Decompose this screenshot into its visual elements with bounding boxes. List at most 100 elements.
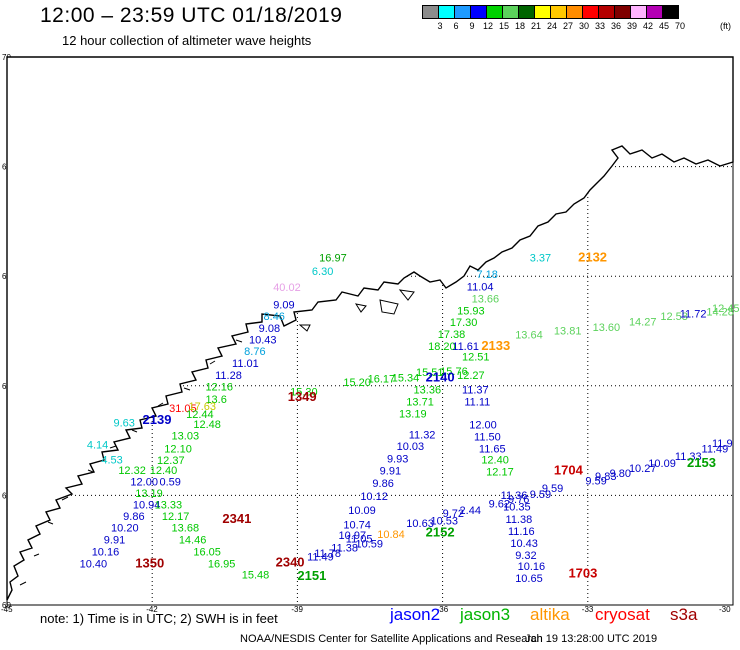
wave-height-value: 7.18 xyxy=(476,269,497,281)
wave-height-value: 11.65 xyxy=(479,444,506,456)
wave-height-value: 12.37 xyxy=(157,455,185,467)
orbit-number-label: 2139 xyxy=(143,412,172,427)
legend-labels: (ft) 3 6 9 12 15 18 21 24 27 30 33 36 39 42 45 70 xyxy=(422,19,740,33)
legend-label: 33 xyxy=(594,21,606,31)
wave-height-value: 4.14 xyxy=(87,439,108,451)
legend-label: 3 xyxy=(437,21,443,31)
wave-height-value: 10.09 xyxy=(348,505,376,517)
satellite-name-cryosat: cryosat xyxy=(595,605,650,624)
wave-height-value: 8.46 xyxy=(264,311,285,323)
wave-height-value: 18.20 xyxy=(428,341,456,353)
wave-height-value: 13.68 xyxy=(172,523,200,535)
legend-swatch xyxy=(422,5,439,19)
orbit-number-label: 1349 xyxy=(288,389,317,404)
legend-label: 36 xyxy=(610,21,622,31)
legend-unit: (ft) xyxy=(720,21,731,31)
wave-height-value: 11.36 xyxy=(501,490,528,502)
wave-height-value: 9.93 xyxy=(387,454,408,466)
wave-height-value: 13.71 xyxy=(406,397,434,409)
wave-height-value: 10.59 xyxy=(355,538,383,550)
satellite-name-s3a: s3a xyxy=(670,605,698,624)
wave-height-value: 2.44 xyxy=(460,505,481,517)
wave-height-value: 15.34 xyxy=(392,372,420,384)
wave-height-value: 9.32 xyxy=(515,550,536,562)
legend-label: 6 xyxy=(453,21,459,31)
satellite-name-jason3: jason3 xyxy=(460,605,511,624)
orbit-number-label: 2153 xyxy=(687,455,716,470)
legend-swatch xyxy=(598,5,615,19)
wave-height-value: 11.38 xyxy=(506,514,533,526)
wave-height-value: 9.59 xyxy=(542,483,563,495)
wave-height-value: 9.86 xyxy=(372,478,393,490)
wave-height-value: 11.72 xyxy=(680,308,707,320)
greenland-coastline xyxy=(6,56,734,601)
wave-height-value: 9.86 xyxy=(123,511,144,523)
wave-height-value: 12.45 xyxy=(712,303,740,315)
wave-height-value: 12.00 xyxy=(130,477,158,489)
wave-height-value: 12.16 xyxy=(205,382,233,394)
legend-swatch xyxy=(534,5,551,19)
wave-height-value: 10.35 xyxy=(503,502,531,514)
wave-height-value: 15.76 xyxy=(440,366,468,378)
wave-height-value: 10.65 xyxy=(515,573,543,585)
wave-height-value: 16.95 xyxy=(208,559,236,571)
coastal-islands xyxy=(19,289,415,586)
wave-height-value: 11.01 xyxy=(232,358,259,370)
wave-height-value: 10.43 xyxy=(510,538,538,550)
legend-swatch xyxy=(582,5,599,19)
wave-height-value: 10.09 xyxy=(648,458,676,470)
wave-height-value: 13.19 xyxy=(399,409,427,421)
wave-height-value: 11.49 xyxy=(702,444,729,456)
wave-height-value: 14.28 xyxy=(706,307,734,319)
legend-label: 24 xyxy=(546,21,558,31)
satellite-name-jason2: jason2 xyxy=(390,605,441,624)
wave-height-value: 10.97 xyxy=(339,530,367,542)
orbit-number-label: 1703 xyxy=(568,566,597,581)
chart-subtitle: 12 hour collection of altimeter wave hei… xyxy=(62,33,312,48)
wave-height-value: 16.17 xyxy=(368,374,396,386)
legend-label: 42 xyxy=(642,21,654,31)
footnote: note: 1) Time is in UTC; 2) SWH is in fe… xyxy=(40,611,278,626)
wave-height-value: 12.27 xyxy=(457,370,485,382)
wave-height-value: 13.03 xyxy=(172,431,200,443)
longitude-label: -39 xyxy=(291,605,303,614)
legend-label: 15 xyxy=(498,21,510,31)
wave-height-value: 11.50 xyxy=(474,432,501,444)
legend-swatch xyxy=(550,5,567,19)
wave-height-value: 13.60 xyxy=(593,322,621,334)
legend-swatch xyxy=(438,5,455,19)
orbit-number-label: 2133 xyxy=(481,338,510,353)
wave-height-value: 12.00 xyxy=(469,420,497,432)
orbit-number-label: 2341 xyxy=(222,511,251,526)
wave-height-value: 11.16 xyxy=(508,526,535,538)
wave-height-value: 12.51 xyxy=(462,352,490,364)
wave-height-value: 12.17 xyxy=(486,467,514,479)
wave-height-value: 12.48 xyxy=(193,419,221,431)
wave-height-value: 13.36 xyxy=(414,384,442,396)
legend-swatch xyxy=(566,5,583,19)
orbit-number-label: 2151 xyxy=(297,568,326,583)
wave-height-value: 4.53 xyxy=(101,455,122,467)
wave-height-value: 15.93 xyxy=(457,306,485,318)
orbit-number-label: 2340 xyxy=(276,555,305,570)
wave-height-value: 11.61 xyxy=(452,341,479,353)
wave-height-value: 16.05 xyxy=(193,547,221,559)
wave-height-value: 11.78 xyxy=(314,548,341,560)
orbit-number-label: 2140 xyxy=(426,369,455,384)
orbit-number-label: 2152 xyxy=(426,525,455,540)
satellite-name-altika: altika xyxy=(530,605,570,624)
wave-height-value: 10.84 xyxy=(377,529,405,541)
wave-height-value: 15.48 xyxy=(242,570,270,582)
wave-height-value: 11.28 xyxy=(215,370,242,382)
legend-label: 9 xyxy=(469,21,475,31)
latitude-label: 60 xyxy=(2,601,11,610)
longitude-label: -30 xyxy=(719,605,731,614)
legend-label: 12 xyxy=(482,21,494,31)
wave-height-value: 14.27 xyxy=(629,317,657,329)
wave-height-value: 9.76 xyxy=(508,494,529,506)
legend-label: 45 xyxy=(658,21,670,31)
orbit-number-label: 2132 xyxy=(578,249,607,264)
legend-swatch xyxy=(470,5,487,19)
wave-height-value: 9.63 xyxy=(113,417,134,429)
wave-height-legend: (ft) 3 6 9 12 15 18 21 24 27 30 33 36 39 42 45 70 xyxy=(422,5,740,33)
